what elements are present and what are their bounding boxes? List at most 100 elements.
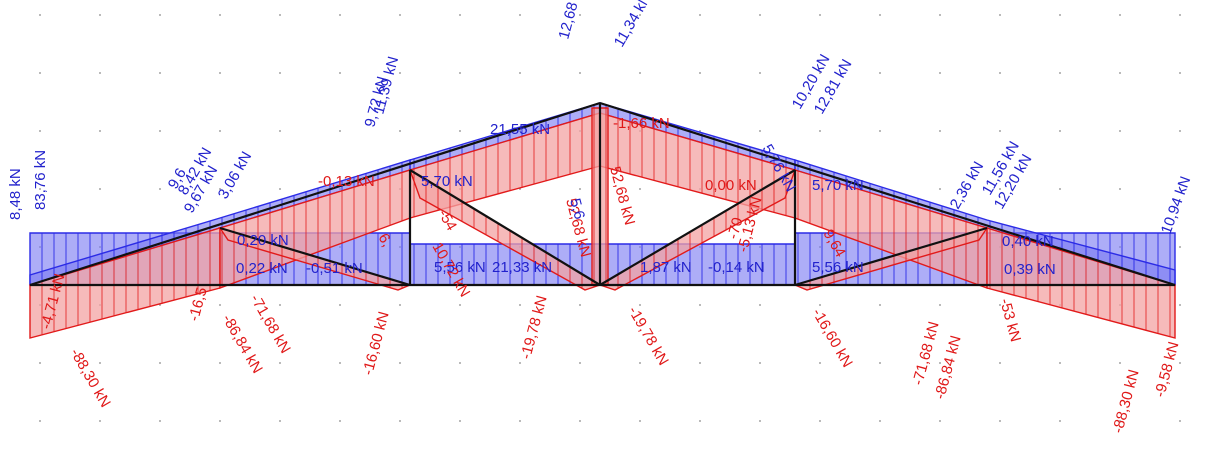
grid-dot: [1179, 246, 1181, 248]
grid-dot: [1059, 130, 1061, 132]
grid-dot: [1119, 14, 1121, 16]
grid-dot: [879, 72, 881, 74]
compression-force-label: 21,55 kN: [490, 121, 550, 138]
grid-dot: [39, 72, 41, 74]
compression-force-label: 12,68 kN: [555, 0, 587, 41]
grid-dot: [279, 14, 281, 16]
grid-dot: [999, 130, 1001, 132]
grid-dot: [639, 304, 641, 306]
compression-force-label: 10,94 kN: [1158, 174, 1195, 236]
grid-dot: [819, 72, 821, 74]
grid-dot: [399, 362, 401, 364]
grid-dot: [519, 14, 521, 16]
compression-force-label: 3,06 kN: [215, 149, 256, 202]
grid-dot: [579, 304, 581, 306]
grid-dot: [939, 304, 941, 306]
grid-dot: [39, 14, 41, 16]
grid-dot: [939, 362, 941, 364]
grid-dot: [1059, 362, 1061, 364]
grid-dot: [399, 72, 401, 74]
tension-force-label: -1,66 kN: [613, 115, 670, 132]
grid-dot: [279, 362, 281, 364]
grid-dot: [219, 130, 221, 132]
grid-dot: [159, 14, 161, 16]
grid-dot: [219, 188, 221, 190]
grid-dot: [1119, 420, 1121, 422]
grid-dot: [579, 14, 581, 16]
grid-dot: [759, 72, 761, 74]
grid-dot: [339, 72, 341, 74]
force-regions: [29, 102, 1176, 339]
grid-dot: [459, 304, 461, 306]
truss-member: [29, 101, 601, 287]
grid-dot: [519, 362, 521, 364]
grid-dot: [279, 188, 281, 190]
truss-member: [409, 169, 601, 286]
compression-force-label: -0,14 kN: [708, 259, 765, 276]
grid-dot: [219, 304, 221, 306]
tension-force-label: -88,30 kN: [67, 346, 114, 411]
grid-dot: [579, 72, 581, 74]
grid-dot: [999, 304, 1001, 306]
truss-member: [599, 101, 1176, 287]
grid-dot: [639, 362, 641, 364]
grid-dot: [1119, 188, 1121, 190]
compression-force-label: 0,22 kN: [236, 260, 288, 277]
compression-force-label: 11,34 kN: [611, 0, 655, 50]
grid-dot: [999, 14, 1001, 16]
grid-dot: [159, 362, 161, 364]
tension-force-label: -16,60 kN: [359, 310, 392, 377]
grid-dot: [1059, 420, 1061, 422]
compression-force-label: 5,70 kN: [421, 173, 473, 190]
grid-dot: [99, 188, 101, 190]
tension-force-label: -16,60 kN: [809, 306, 856, 371]
grid-dot: [939, 130, 941, 132]
tension-force-label: -88,30 kN: [1109, 368, 1142, 435]
grid-dot: [699, 14, 701, 16]
grid-dot: [1059, 14, 1061, 16]
compression-force-label: -0,51 kN: [306, 260, 363, 277]
grid-dot: [1119, 72, 1121, 74]
grid-dot: [759, 130, 761, 132]
compression-force-label: 0,40 kN: [1002, 233, 1054, 250]
grid-dot: [699, 362, 701, 364]
grid-dot: [1179, 130, 1181, 132]
grid-dot: [459, 72, 461, 74]
grid-dot: [759, 362, 761, 364]
grid-dot: [339, 14, 341, 16]
grid-dot: [339, 130, 341, 132]
grid-dot: [1119, 130, 1121, 132]
background-grid-dots: [39, 14, 1181, 422]
compression-force-label: 5,56 kN: [434, 259, 486, 276]
grid-dot: [759, 14, 761, 16]
compression-force-label: 5,6: [566, 197, 588, 222]
grid-dot: [639, 188, 641, 190]
grid-dot: [279, 304, 281, 306]
grid-dot: [579, 420, 581, 422]
grid-dot: [579, 362, 581, 364]
grid-dot: [399, 130, 401, 132]
compression-force-label: 21,33 kN: [492, 259, 552, 276]
grid-dot: [39, 420, 41, 422]
truss-members: [29, 101, 1176, 287]
tension-force-label: -9,58 kN: [1151, 340, 1182, 399]
grid-dot: [519, 420, 521, 422]
grid-dot: [519, 72, 521, 74]
compression-force-label: 1,87 kN: [640, 259, 692, 276]
grid-dot: [879, 420, 881, 422]
grid-dot: [399, 304, 401, 306]
grid-dot: [159, 130, 161, 132]
grid-dot: [279, 130, 281, 132]
grid-dot: [219, 362, 221, 364]
grid-dot: [1179, 362, 1181, 364]
grid-dot: [699, 304, 701, 306]
grid-dot: [459, 14, 461, 16]
grid-dot: [99, 72, 101, 74]
grid-dot: [339, 362, 341, 364]
compression-force-label: 5,56 kN: [812, 259, 864, 276]
grid-dot: [219, 420, 221, 422]
grid-dot: [819, 362, 821, 364]
tension-force-label: -0,13 kN: [318, 173, 375, 190]
tension-force-label: -53 kN: [996, 297, 1024, 344]
